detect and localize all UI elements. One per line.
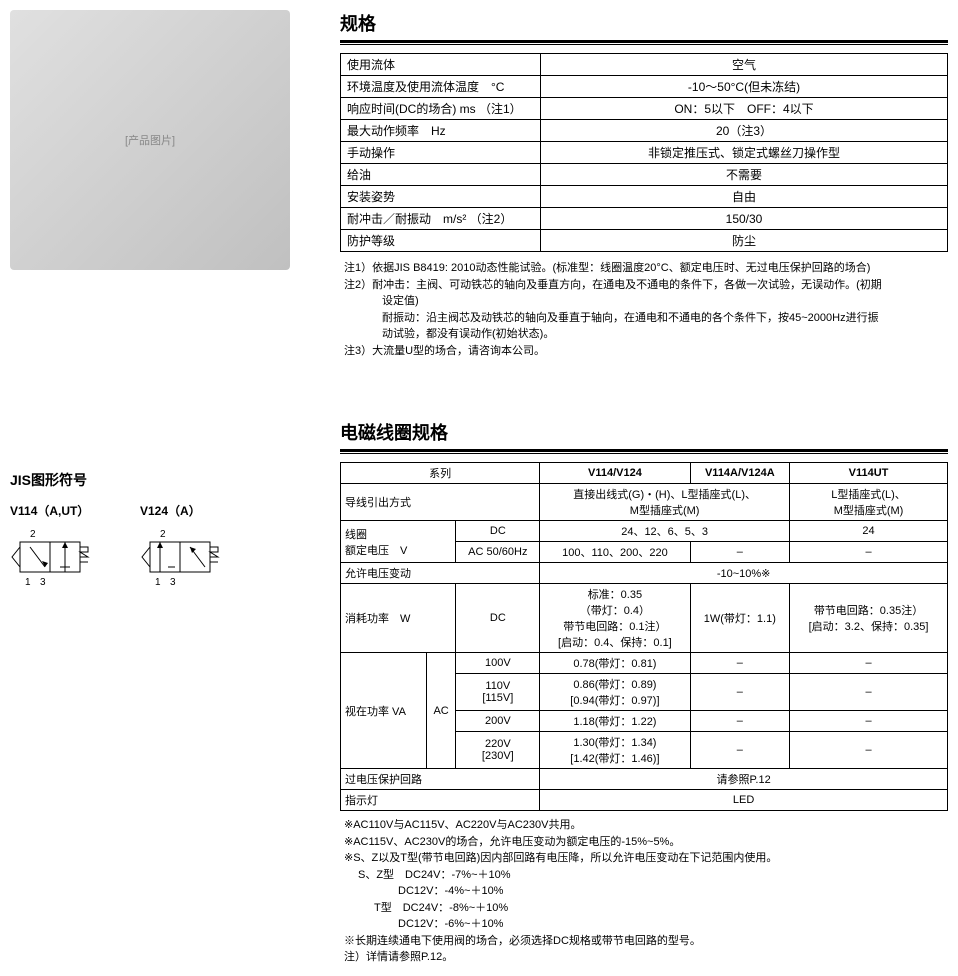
coil-power-v3: 带节电回路：0.35注） [启动：3.2、保持：0.35] — [790, 584, 948, 653]
product-image: [产品图片] — [10, 10, 290, 270]
note-2a: 注2）耐冲击：主阀、可动铁芯的轴向及垂直方向，在通电及不通电的条件下，各做一次试… — [344, 277, 948, 294]
spec-label-7: 耐冲击／耐振动 m/s² （注2） — [341, 208, 541, 230]
spec-notes: 注1）依据JIS B8419: 2010动态性能试验。(标准型：线圈温度20°C… — [340, 260, 948, 359]
coil-h-series: 系列 — [341, 463, 540, 484]
spec-title: 规格 — [340, 10, 948, 43]
coil-title: 电磁线圈规格 — [340, 419, 948, 452]
note-1: 注1）依据JIS B8419: 2010动态性能试验。(标准型：线圈温度20°C… — [344, 260, 948, 277]
coil-power-dc: DC — [456, 584, 540, 653]
coil-voltvar-label: 允许电压变动 — [341, 563, 540, 584]
jis-symbols-section: JIS图形符号 V114（A,UT） 2 1 — [10, 470, 320, 600]
note-2c: 耐振动：沿主阀芯及动铁芯的轴向及垂直于轴向，在通电和不通电的各个条件下，按45~… — [344, 310, 948, 327]
note-2b: 设定值) — [344, 293, 948, 310]
coil-led-label: 指示灯 — [341, 790, 540, 811]
jis-sym1-icon: 2 1 3 — [10, 527, 110, 597]
jis-sym2-label: V124（A） — [140, 502, 240, 519]
coil-lead-v1: 直接出线式(G)・(H)、L型插座式(L)、 M型插座式(M) — [540, 484, 790, 521]
coil-power-label: 消耗功率 W — [341, 584, 456, 653]
coil-surge-label: 过电压保护回路 — [341, 769, 540, 790]
coil-footnotes: ※AC110V与AC115V、AC220V与AC230V共用。 ※AC115V、… — [340, 817, 948, 966]
coil-h-v114a: V114A/V124A — [690, 463, 789, 484]
spec-val-8: 防尘 — [541, 230, 948, 252]
coil-ac: AC 50/60Hz — [456, 542, 540, 563]
note-2d: 动试验，都没有误动作(初始状态)。 — [344, 326, 948, 343]
coil-h-v114: V114/V124 — [540, 463, 690, 484]
coil-surge-val: 请参照P.12 — [540, 769, 948, 790]
jis-sym1-label: V114（A,UT） — [10, 502, 110, 519]
spec-val-0: 空气 — [541, 54, 948, 76]
spec-label-0: 使用流体 — [341, 54, 541, 76]
spec-label-2: 响应时间(DC的场合) ms （注1） — [341, 98, 541, 120]
spec-table: 使用流体空气环境温度及使用流体温度 °C-10～50°C(但未冻结)响应时间(D… — [340, 53, 948, 252]
jis-title: JIS图形符号 — [10, 470, 320, 490]
spec-label-3: 最大动作频率 Hz — [341, 120, 541, 142]
spec-val-6: 自由 — [541, 186, 948, 208]
svg-text:3: 3 — [40, 577, 46, 588]
coil-voltvar-val: -10~10%※ — [540, 563, 948, 584]
spec-label-6: 安装姿势 — [341, 186, 541, 208]
svg-text:2: 2 — [30, 529, 36, 540]
coil-ac-val: 100、110、200、220 — [540, 542, 690, 563]
jis-sym2-icon: 2 1 3 — [140, 527, 240, 597]
spec-val-1: -10～50°C(但未冻结) — [541, 76, 948, 98]
coil-dc-val: 24、12、6、5、3 — [540, 521, 790, 542]
coil-dc-val3: 24 — [790, 521, 948, 542]
coil-power-v1: 标准：0.35 （带灯：0.4） 带节电回路：0.1注） [启动：0.4、保持：… — [540, 584, 690, 653]
coil-power-v2: 1W(带灯：1.1) — [690, 584, 789, 653]
coil-lead-v3: L型插座式(L)、 M型插座式(M) — [790, 484, 948, 521]
spec-val-4: 非锁定推压式、锁定式螺丝刀操作型 — [541, 142, 948, 164]
svg-text:1: 1 — [155, 577, 161, 588]
coil-led-val: LED — [540, 790, 948, 811]
coil-dc: DC — [456, 521, 540, 542]
spec-label-8: 防护等级 — [341, 230, 541, 252]
coil-volt-label: 线圈 额定电压 V — [341, 521, 456, 563]
spec-label-1: 环境温度及使用流体温度 °C — [341, 76, 541, 98]
svg-text:1: 1 — [25, 577, 31, 588]
spec-label-5: 给油 — [341, 164, 541, 186]
spec-val-3: 20（注3） — [541, 120, 948, 142]
coil-va-ac: AC — [426, 653, 456, 769]
spec-val-7: 150/30 — [541, 208, 948, 230]
coil-lead-label: 导线引出方式 — [341, 484, 540, 521]
spec-val-2: ON：5以下 OFF：4以下 — [541, 98, 948, 120]
svg-text:3: 3 — [170, 577, 176, 588]
coil-h-v114ut: V114UT — [790, 463, 948, 484]
note-3: 注3）大流量U型的场合，请咨询本公司。 — [344, 343, 948, 360]
spec-label-4: 手动操作 — [341, 142, 541, 164]
coil-va-label: 视在功率 VA — [341, 653, 427, 769]
spec-val-5: 不需要 — [541, 164, 948, 186]
svg-text:2: 2 — [160, 529, 166, 540]
coil-table: 系列 V114/V124 V114A/V124A V114UT 导线引出方式 直… — [340, 462, 948, 811]
